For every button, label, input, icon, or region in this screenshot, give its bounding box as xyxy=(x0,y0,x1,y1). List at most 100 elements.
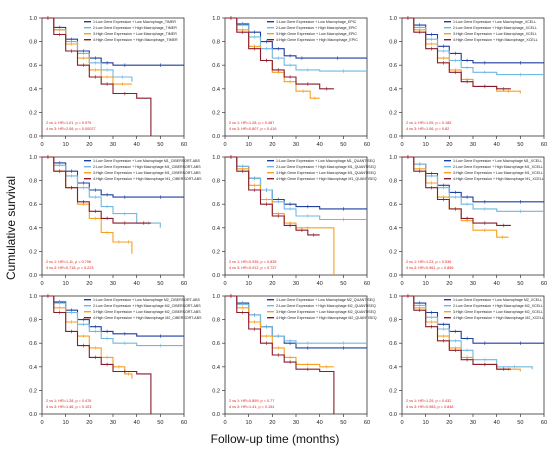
y-tick-label: 0.0 xyxy=(29,273,37,279)
x-tick-label: 40 xyxy=(317,420,323,426)
x-tick-label: 0 xyxy=(40,420,43,426)
legend-entry: 4:High Gene Expression + High Macrophage… xyxy=(93,38,178,42)
y-tick-label: 0.2 xyxy=(389,388,397,394)
y-tick-label: 0.4 xyxy=(389,226,397,232)
x-tick-label: 30 xyxy=(470,420,476,426)
y-tick-label: 0.0 xyxy=(212,273,220,279)
survival-curve-group-1 xyxy=(402,17,544,64)
x-tick-label: 60 xyxy=(541,281,547,287)
x-tick-label: 0 xyxy=(400,420,403,426)
hazard-ratio-text: 4 vs 3: HR=2.08, p = 0.00027 xyxy=(46,127,96,131)
x-tick-label: 60 xyxy=(364,142,370,148)
y-tick-label: 0.4 xyxy=(389,365,397,371)
x-tick-label: 60 xyxy=(364,420,370,426)
survival-curve-group-4 xyxy=(42,17,152,136)
hazard-ratio-text: 2 vs 1: HR=1.11, p = 0.706 xyxy=(46,260,91,264)
legend-entry: 1:Low Gene Expression + Low Macrophage M… xyxy=(93,298,201,302)
y-tick-label: 0.6 xyxy=(212,63,220,69)
legend-entry: 3:High Gene Expression + Low Macrophage_… xyxy=(93,32,177,36)
y-tick-label: 0.0 xyxy=(389,273,397,279)
x-tick-label: 0 xyxy=(223,420,226,426)
x-tick-label: 20 xyxy=(86,281,92,287)
y-tick-label: 0.2 xyxy=(212,388,220,394)
y-tick-label: 0.6 xyxy=(389,202,397,208)
legend-entry: 1:Low Gene Expression + Low Macrophage M… xyxy=(276,298,375,302)
hazard-ratio-text: 2 vs 1: HR=0.899, p = 0.77 xyxy=(229,399,274,403)
hazard-ratio-text: 4 vs 3: HR=0.718, p = 0.223 xyxy=(46,266,94,270)
x-tick-label: 10 xyxy=(63,281,69,287)
y-tick-label: 0.2 xyxy=(212,249,220,255)
x-tick-label: 40 xyxy=(494,142,500,148)
x-tick-label: 30 xyxy=(470,281,476,287)
x-tick-label: 0 xyxy=(223,281,226,287)
x-tick-label: 60 xyxy=(541,142,547,148)
km-panel-3: 0.0 0.2 0.4 0.6 0.8 1.0 0 10 20 30 40 50 60 1:Low Gen… xyxy=(389,16,547,148)
x-tick-label: 60 xyxy=(181,281,187,287)
legend-entry: 2:Low Gene Expression + High Macrophage … xyxy=(93,165,201,169)
x-tick-label: 40 xyxy=(317,142,323,148)
y-tick-label: 0.6 xyxy=(29,202,37,208)
legend-entry: 1:Low Gene Expression + Low Macrophage M… xyxy=(276,159,375,163)
y-tick-label: 0.0 xyxy=(389,412,397,418)
x-tick-label: 0 xyxy=(400,281,403,287)
hazard-ratio-text: 4 vs 3: HR=0.961, p = 0.856 xyxy=(406,266,454,270)
y-tick-label: 0.8 xyxy=(212,318,220,324)
y-tick-label: 0.0 xyxy=(29,412,37,418)
y-tick-label: 1.0 xyxy=(29,155,37,161)
x-tick-label: 30 xyxy=(293,142,299,148)
survival-curve-group-4 xyxy=(42,156,151,224)
legend-entry: 3:High Gene Expression + Low Macrophage_… xyxy=(453,32,537,36)
hazard-ratio-text: 2 vs 1: HR=1.01, p = 0.975 xyxy=(46,121,91,125)
survival-curve-group-2 xyxy=(225,295,367,344)
hazard-ratio-text: 2 vs 1: HR=1.05, p = 0.185 xyxy=(406,121,451,125)
y-tick-label: 0.0 xyxy=(29,134,37,140)
legend-entry: 4:High Gene Expression + High Macrophage… xyxy=(93,177,202,181)
x-tick-label: 0 xyxy=(40,281,43,287)
x-tick-label: 30 xyxy=(470,142,476,148)
legend-entry: 4:High Gene Expression + High Macrophage… xyxy=(276,38,358,42)
legend-entry: 2:Low Gene Expression + High Macrophage … xyxy=(453,165,543,169)
x-tick-label: 20 xyxy=(446,281,452,287)
hazard-ratio-text: 2 vs 1: HR=1.29, p = 0.432 xyxy=(406,399,451,403)
legend-entry: 1:Low Gene Expression + Low Macrophage M… xyxy=(453,159,542,163)
y-tick-label: 1.0 xyxy=(212,16,220,22)
x-tick-label: 10 xyxy=(423,420,429,426)
x-axis-title: Follow-up time (months) xyxy=(210,432,340,446)
x-tick-label: 60 xyxy=(541,420,547,426)
x-tick-label: 30 xyxy=(110,142,116,148)
hazard-ratio-text: 4 vs 3: HR=0.912, p = 0.737 xyxy=(229,266,277,270)
x-tick-label: 0 xyxy=(400,142,403,148)
km-panel-7: 0.0 0.2 0.4 0.6 0.8 1.0 0 10 20 30 40 50 60 1:Low Gen… xyxy=(29,294,202,426)
x-tick-label: 40 xyxy=(494,281,500,287)
x-tick-label: 50 xyxy=(157,420,163,426)
x-tick-label: 10 xyxy=(246,142,252,148)
y-tick-label: 1.0 xyxy=(29,16,37,22)
x-tick-label: 40 xyxy=(317,281,323,287)
hazard-ratio-text: 2 vs 1: HR=1.28, p = 0.487 xyxy=(229,121,274,125)
y-tick-label: 0.6 xyxy=(212,202,220,208)
km-panel-2: 0.0 0.2 0.4 0.6 0.8 1.0 0 10 20 30 40 50 60 1:Low Gen… xyxy=(212,16,370,148)
y-tick-label: 0.8 xyxy=(29,318,37,324)
hazard-ratio-text: 4 vs 3: HR=0.807, p = 0.416 xyxy=(229,127,277,131)
x-tick-label: 20 xyxy=(269,281,275,287)
x-tick-label: 30 xyxy=(293,420,299,426)
km-panel-5: 0.0 0.2 0.4 0.6 0.8 1.0 0 10 20 30 40 50 60 1:Low Gen… xyxy=(212,155,377,287)
y-tick-label: 0.6 xyxy=(389,341,397,347)
y-tick-label: 0.8 xyxy=(389,179,397,185)
x-tick-label: 10 xyxy=(423,281,429,287)
y-tick-label: 0.4 xyxy=(29,226,37,232)
hazard-ratio-text: 2 vs 1: HR=1.28, p = 0.476 xyxy=(46,399,91,403)
x-tick-label: 0 xyxy=(223,142,226,148)
legend-entry: 4:High Gene Expression + High Macrophage… xyxy=(453,38,538,42)
y-tick-label: 0.4 xyxy=(29,365,37,371)
y-tick-label: 0.2 xyxy=(29,110,37,116)
x-tick-label: 10 xyxy=(246,420,252,426)
km-panel-1: 0.0 0.2 0.4 0.6 0.8 1.0 0 10 20 30 40 50 60 1:Low Gen… xyxy=(29,16,187,148)
y-tick-label: 0.8 xyxy=(29,179,37,185)
y-tick-label: 0.8 xyxy=(212,179,220,185)
x-tick-label: 20 xyxy=(446,142,452,148)
x-tick-label: 50 xyxy=(157,142,163,148)
legend-entry: 2:Low Gene Expression + High Macrophage_… xyxy=(93,26,177,30)
x-tick-label: 10 xyxy=(63,142,69,148)
survival-curve-group-1 xyxy=(402,295,544,344)
